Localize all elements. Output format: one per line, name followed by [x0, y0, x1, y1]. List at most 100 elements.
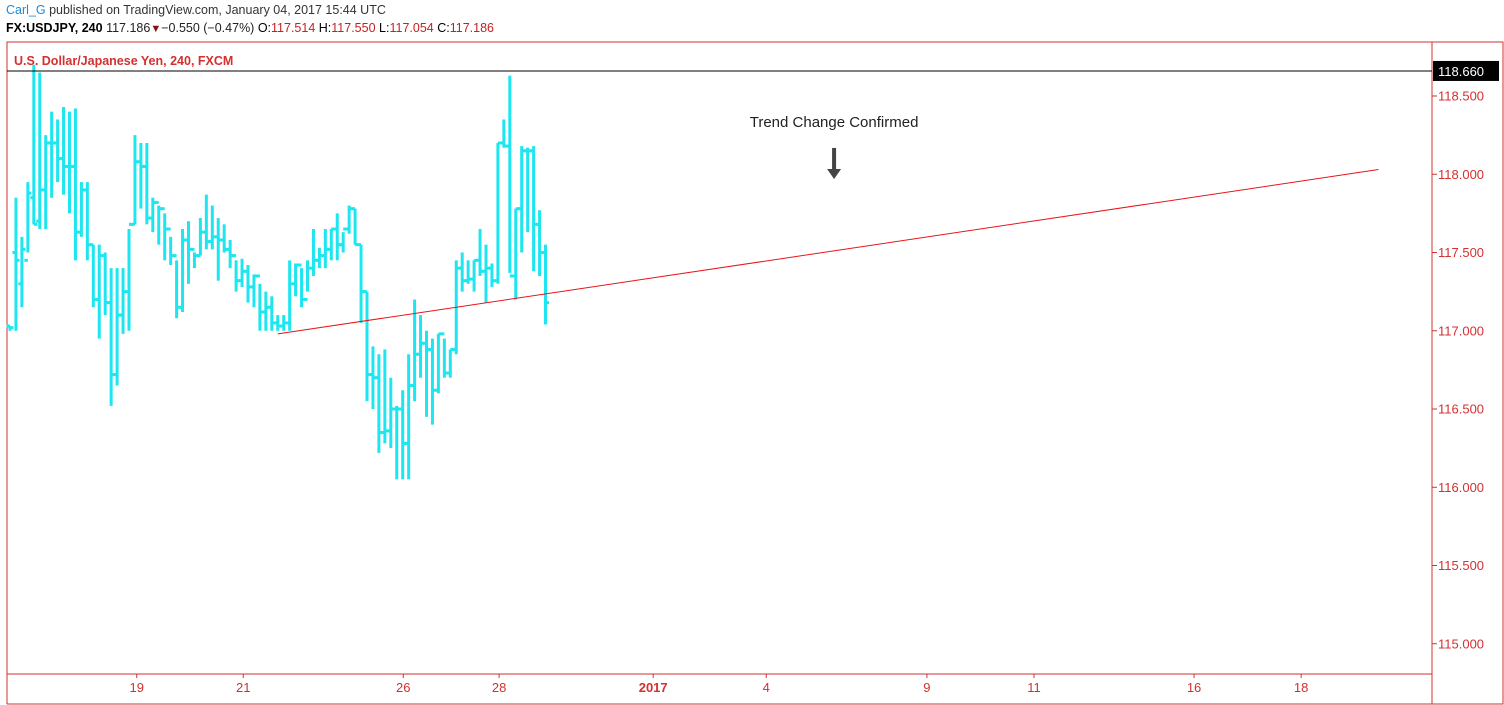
ohlc-bar: [238, 258, 246, 287]
y-tick-label: 116.500: [1438, 402, 1484, 417]
x-tick-label: 21: [236, 680, 250, 695]
publish-line: Carl_G published on TradingView.com, Jan…: [6, 3, 386, 17]
ohlc-bar: [268, 296, 276, 331]
ohlc-bar: [48, 111, 56, 198]
ohlc-bar: [333, 213, 341, 261]
ohlc-bar: [387, 377, 395, 449]
x-tick-label: 9: [923, 680, 930, 695]
ohlc-bar: [54, 119, 62, 183]
author-link[interactable]: Carl_G: [6, 3, 46, 17]
chart-header: Carl_G published on TradingView.com, Jan…: [0, 0, 1504, 42]
annotation-group: Trend Change Confirmed: [750, 114, 919, 179]
ohlc-bar: [226, 239, 234, 269]
ohlc-bar: [423, 330, 430, 417]
ohlc-bar: [530, 146, 538, 272]
ohlc-bar: [185, 221, 192, 284]
ohlc-bar: [434, 332, 442, 394]
high-value: 117.550: [331, 21, 376, 35]
ohlc-bar: [173, 254, 181, 319]
low-value: 117.054: [389, 21, 434, 35]
x-tick-label: 18: [1294, 680, 1308, 695]
down-arrow-icon: [827, 147, 842, 179]
open-value: 117.514: [271, 21, 316, 35]
ohlc-bar: [488, 263, 496, 287]
open-label: O:: [257, 21, 272, 35]
ohlc-bar: [536, 210, 544, 276]
plot-border: [6, 41, 1433, 675]
ohlc-bar: [309, 229, 317, 276]
ohlc-bar: [244, 265, 252, 303]
ohlc-bar: [411, 299, 419, 402]
ohlc-bar: [417, 315, 425, 378]
y-tick-label: 117.000: [1438, 323, 1484, 338]
ohlc-bar: [36, 72, 44, 230]
ohlc-bar: [214, 218, 222, 281]
x-tick-label: 19: [130, 680, 144, 695]
ohlc-bar: [12, 197, 20, 331]
close-label: C:: [437, 21, 450, 35]
ohlc-bar: [24, 182, 32, 262]
ohlc-bar: [143, 142, 151, 225]
ohlc-bar: [506, 75, 514, 278]
y-tick-label: 118.500: [1438, 89, 1484, 104]
ohlc-bar: [167, 227, 175, 266]
ohlc-bar: [363, 290, 371, 402]
ohlc-bar: [542, 244, 549, 325]
ohlc-bar: [446, 348, 454, 378]
ohlc-bar: [458, 252, 466, 292]
ohlc-bar: [375, 354, 383, 453]
last-price-value: 117.186: [106, 21, 151, 35]
ohlc-bar: [399, 390, 407, 480]
low-label: L:: [379, 21, 390, 35]
annotation-label: Trend Change Confirmed: [750, 114, 919, 131]
ohlc-bar: [256, 274, 264, 331]
last-price-badge: [1433, 60, 1499, 81]
ohlc-bar: [274, 315, 282, 331]
ohlc-bar: [500, 119, 508, 148]
ohlc-bar: [83, 182, 91, 261]
ohlc-bar: [190, 247, 198, 269]
change-value: −0.550 (−0.47%): [161, 21, 255, 35]
chart-title: U.S. Dollar/Japanese Yen, 240, FXCM: [14, 54, 233, 68]
ohlc-bar: [101, 252, 109, 316]
price-axis[interactable]: 115.000 115.500 116.000 116.500 117.000 117.5…: [1432, 89, 1484, 652]
ohlc-bars: [6, 64, 549, 480]
time-axis[interactable]: 19 21 26 28 2017 4 9 11 16 18: [130, 674, 1309, 695]
ohlc-bar: [393, 405, 401, 480]
down-arrow-icon: ▼: [150, 23, 162, 35]
last-price-label: 118.660: [1438, 64, 1484, 79]
ohlc-bar: [131, 135, 139, 226]
symbol-label[interactable]: FX:USDJPY, 240: [6, 21, 103, 35]
ohlc-bar: [161, 207, 169, 261]
x-tick-label: 16: [1187, 680, 1201, 695]
ohlc-bar: [428, 338, 436, 425]
high-label: H:: [318, 21, 332, 35]
trendline[interactable]: [277, 169, 1379, 335]
trendline-group[interactable]: [277, 169, 1379, 335]
ohlc-bar: [286, 260, 294, 331]
ohlc-bar: [66, 111, 73, 214]
x-tick-label: 4: [763, 680, 770, 695]
ohlc-bar: [42, 135, 50, 230]
ohlc-bar: [18, 236, 26, 308]
ohlc-bar: [351, 207, 359, 247]
ohlc-bar: [304, 260, 311, 301]
ohlc-bar: [518, 146, 526, 253]
published-text: published on TradingView.com, January 04…: [49, 3, 386, 17]
ohlc-bar: [208, 205, 216, 250]
ohlc-bar: [60, 106, 68, 195]
ohlc-bar: [232, 254, 240, 292]
ohlc-bar: [494, 141, 502, 284]
y-tick-label: 117.500: [1438, 245, 1484, 260]
ohlc-line: FX:USDJPY, 240 117.186▼−0.550 (−0.47%) O…: [6, 21, 494, 35]
ohlc-bar: [476, 229, 484, 276]
ohlc-bar: [262, 291, 270, 331]
y-tick-label: 115.000: [1438, 636, 1484, 651]
x-tick-label: 26: [396, 680, 410, 695]
chart-frame: [6, 41, 1504, 705]
ohlc-bar: [524, 147, 532, 233]
ohlc-bar: [196, 218, 204, 258]
y-tick-label: 116.000: [1438, 480, 1484, 495]
ohlc-bar: [6, 324, 14, 331]
